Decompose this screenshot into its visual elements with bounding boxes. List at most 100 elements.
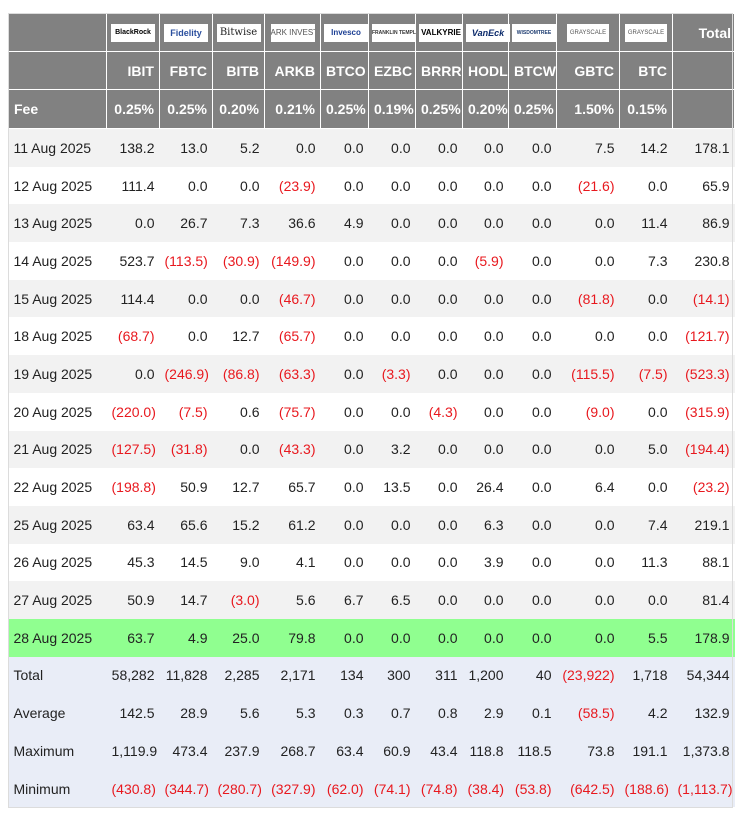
flow-value: 65.6	[159, 505, 213, 544]
flow-value: 0.0	[508, 618, 557, 657]
summary-label: Total	[8, 656, 107, 695]
flow-value: (4.3)	[415, 392, 463, 431]
day-row: 15 Aug 2025 114.4 0.0 0.0 (46.7) 0.0 0.0 0.0 0.0…	[8, 279, 735, 318]
total-column-header: Total	[672, 13, 735, 52]
date-cell: 15 Aug 2025	[8, 279, 107, 318]
flow-value: 0.0	[508, 468, 557, 506]
flow-value: 11.3	[619, 543, 673, 582]
flow-value: 14.2	[619, 128, 673, 167]
day-row: 25 Aug 2025 63.4 65.6 15.2 61.2 0.0 0.0 0.0 6.3 0…	[8, 505, 735, 544]
day-total: (23.2)	[672, 468, 735, 506]
flow-value: 0.0	[415, 279, 463, 318]
flow-value: 0.0	[619, 581, 673, 619]
flow-value: 0.0	[462, 128, 509, 167]
summary-value: (62.0)	[320, 769, 369, 808]
flow-value: (68.7)	[106, 317, 160, 356]
flow-value: (9.0)	[556, 392, 620, 431]
flow-value: 523.7	[106, 242, 160, 280]
ticker-label: GBTC	[556, 51, 620, 90]
day-total: 88.1	[672, 543, 735, 582]
day-total: (121.7)	[672, 317, 735, 356]
flow-value: 7.5	[556, 128, 620, 167]
flow-value: 0.0	[368, 392, 416, 431]
issuer-logo: BlackRock	[111, 23, 155, 42]
fee-value: 0.19%	[368, 89, 416, 129]
flow-value: 0.0	[619, 392, 673, 431]
flow-value: 0.0	[508, 505, 557, 544]
flow-value: (43.3)	[264, 430, 321, 469]
summary-value: (642.5)	[556, 769, 620, 808]
summary-row-total: Total 58,282 11,828 2,285 2,171 134 300 311 1,20…	[8, 656, 735, 695]
flow-value: 5.2	[212, 128, 265, 167]
summary-value: 5.3	[264, 694, 321, 732]
issuer-logo-cell: VanEck	[462, 13, 510, 52]
flow-value: 6.5	[368, 581, 416, 619]
fee-value: 0.21%	[264, 89, 321, 129]
date-cell: 13 Aug 2025	[8, 204, 107, 243]
ticker-label: FBTC	[159, 51, 213, 90]
issuer-logo: WISDOMTREE	[512, 23, 556, 42]
flow-value: 0.0	[415, 317, 463, 356]
summary-value: 191.1	[619, 732, 673, 770]
flow-value: 0.0	[368, 204, 416, 243]
day-row: 12 Aug 2025 111.4 0.0 0.0 (23.9) 0.0 0.0 0.0 0.0…	[8, 166, 735, 205]
day-row: 22 Aug 2025 (198.8) 50.9 12.7 65.7 0.0 13.5 0.0…	[8, 468, 735, 506]
date-cell: 28 Aug 2025	[8, 618, 107, 657]
flow-value: 3.9	[462, 543, 509, 582]
day-total: 86.9	[672, 204, 735, 243]
flow-value: 0.0	[556, 242, 620, 280]
flow-value: 0.0	[106, 204, 160, 243]
summary-value: 134	[320, 656, 369, 695]
day-total: (315.9)	[672, 392, 735, 431]
flow-value: 14.7	[159, 581, 213, 619]
summary-value: (74.8)	[415, 769, 463, 808]
flow-value: 0.0	[508, 430, 557, 469]
flow-value: 7.3	[619, 242, 673, 280]
flow-value: 9.0	[212, 543, 265, 582]
summary-value: 142.5	[106, 694, 160, 732]
flow-value: 0.0	[106, 355, 160, 393]
flow-value: 0.0	[462, 618, 509, 657]
flow-value: (86.8)	[212, 355, 265, 393]
flow-value: 0.0	[508, 204, 557, 243]
issuer-logo-cell: GRAYSCALE	[619, 13, 673, 52]
summary-value: 5.6	[212, 694, 265, 732]
summary-value: (344.7)	[159, 769, 213, 808]
date-cell: 27 Aug 2025	[8, 581, 107, 619]
flow-value: 114.4	[106, 279, 160, 318]
flow-value: 0.0	[415, 355, 463, 393]
flow-value: 0.0	[508, 279, 557, 318]
flow-value: 13.0	[159, 128, 213, 167]
header-blank-cell	[8, 13, 107, 52]
flow-value: 0.0	[415, 242, 463, 280]
flow-value: 12.7	[212, 468, 265, 506]
date-cell: 20 Aug 2025	[8, 392, 107, 431]
flow-value: 0.0	[415, 468, 463, 506]
fee-value: 0.25%	[508, 89, 557, 129]
flow-value: 0.0	[556, 317, 620, 356]
flow-value: 50.9	[159, 468, 213, 506]
flow-value: 0.0	[462, 166, 509, 205]
summary-label: Average	[8, 694, 107, 732]
flow-value: 0.0	[508, 128, 557, 167]
flow-value: 63.7	[106, 618, 160, 657]
summary-value: 1,718	[619, 656, 673, 695]
summary-value: (188.6)	[619, 769, 673, 808]
issuer-logo-cell: ARK INVEST	[264, 13, 321, 52]
flow-value: 6.3	[462, 505, 509, 544]
ticker-label: HODL	[462, 51, 509, 90]
day-row: 18 Aug 2025 (68.7) 0.0 12.7 (65.7) 0.0 0.0 0.0 0…	[8, 317, 735, 356]
ticker-label: BITB	[212, 51, 265, 90]
summary-total: (1,113.7)	[672, 769, 735, 808]
flow-value: 0.0	[619, 166, 673, 205]
flow-value: 0.0	[320, 128, 369, 167]
flow-value: 14.5	[159, 543, 213, 582]
ticker-label: BTCW	[508, 51, 557, 90]
issuer-logo-row: BlackRock Fidelity Bitwise ARK INVEST Invesc…	[8, 13, 735, 52]
flow-value: 0.0	[415, 581, 463, 619]
summary-total: 132.9	[672, 694, 735, 732]
date-cell: 18 Aug 2025	[8, 317, 107, 356]
flow-value: 0.0	[462, 392, 509, 431]
summary-value: 11,828	[159, 656, 213, 695]
flow-value: 0.0	[368, 166, 416, 205]
